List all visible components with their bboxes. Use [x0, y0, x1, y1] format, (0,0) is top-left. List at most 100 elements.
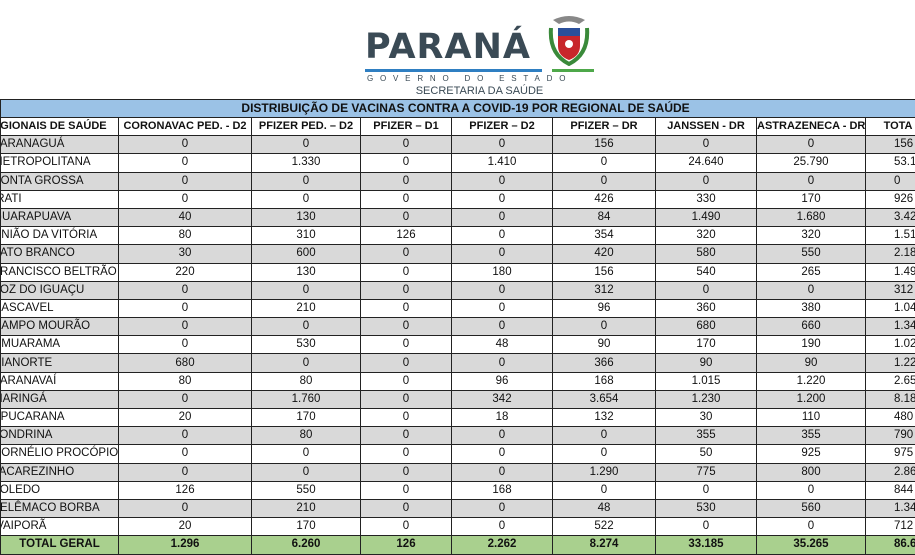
cell-value: 320: [655, 226, 757, 246]
cell-value: 380: [756, 298, 866, 319]
cell-value: 355: [756, 426, 866, 446]
table-row: FOZ DO IGUAÇU 0 0 0 0 312 0 0 312: [0, 280, 915, 300]
cell-value: 50: [655, 444, 757, 464]
cell-value: 80: [251, 426, 361, 446]
cell-value: 40: [118, 207, 252, 228]
region-name: IRATI: [0, 189, 119, 209]
cell-value: 1.760: [251, 389, 361, 410]
cell-value: 355: [655, 426, 757, 446]
row-total: 312: [864, 280, 915, 300]
table-row: LONDRINA080000355355790: [0, 426, 915, 446]
cell-value: 580: [655, 244, 757, 264]
cell-value: 0: [360, 335, 452, 355]
cell-value: 0: [451, 207, 553, 228]
cell-value: 0: [360, 298, 452, 319]
row-total: 480: [864, 407, 915, 428]
cell-value: 80: [118, 226, 252, 246]
cell-value: 210: [251, 298, 361, 319]
cell-value: 0: [360, 462, 452, 482]
cell-value: 0: [118, 462, 252, 482]
cell-value: 366: [552, 353, 656, 373]
row-total: 1.51: [864, 226, 915, 246]
cell-value: 0: [451, 226, 553, 246]
cell-value: 96: [552, 298, 656, 319]
cell-value: 550: [756, 244, 866, 264]
table-row: CIANORTE68000036690901.22: [0, 353, 915, 373]
column-header: PFIZER PED. – D2: [251, 116, 361, 137]
cell-value: 0: [360, 389, 452, 410]
cell-value: 0: [451, 298, 553, 319]
cell-value: 0: [451, 189, 553, 209]
cell-value: 80: [118, 371, 252, 391]
region-name: CIANORTE: [0, 353, 119, 373]
cell-value: 1.290: [552, 462, 656, 482]
cell-value: 2.262: [451, 535, 553, 555]
table-row: UMUARAMA0530048901701901.02: [0, 335, 915, 355]
row-total: 0: [864, 171, 915, 191]
cell-value: 0: [118, 335, 252, 355]
coat-of-arms-icon: [548, 16, 590, 66]
cell-value: 18: [451, 407, 553, 428]
cell-value: 30: [655, 407, 757, 428]
cell-value: 210: [251, 498, 361, 519]
column-header: REGIONAIS DE SAÚDE: [0, 116, 119, 137]
region-name: UNIÃO DA VITÓRIA: [0, 226, 119, 246]
table-row: PARANAGUÁ000015600156: [0, 135, 915, 155]
vaccine-distribution-table: DISTRIBUIÇÃO DE VACINAS CONTRA A COVID-1…: [0, 99, 915, 555]
cell-value: 0: [118, 280, 252, 300]
cell-value: 25.790: [756, 153, 866, 173]
cell-value: 0: [360, 444, 452, 464]
cell-value: 180: [451, 262, 553, 282]
cell-value: 0: [756, 171, 866, 191]
row-total: 926: [864, 189, 915, 209]
cell-value: 0: [552, 480, 656, 500]
cell-value: 170: [655, 335, 757, 355]
cell-value: 0: [118, 135, 252, 155]
cell-value: 0: [451, 244, 553, 264]
cell-value: 0: [118, 389, 252, 410]
cell-value: 0: [118, 444, 252, 464]
cell-value: 33.185: [655, 535, 757, 555]
table-row: CAMPO MOURÃO 0 0 0 0 0 680 660 1.34: [0, 317, 915, 337]
cell-value: 354: [552, 226, 656, 246]
cell-value: 0: [360, 171, 452, 191]
cell-value: 0: [451, 135, 553, 155]
column-header: ASTRAZENECA - DR: [756, 116, 866, 137]
table-title-row: DISTRIBUIÇÃO DE VACINAS CONTRA A COVID-1…: [0, 99, 915, 118]
cell-value: 0: [118, 298, 252, 319]
cell-value: 925: [756, 444, 866, 464]
logo-blue-bar: [365, 69, 542, 72]
parana-logo: PARANÁ GOVERNO DO ESTADO SECRETARIA DA S…: [365, 14, 595, 98]
region-name: PARANAVAÍ: [0, 371, 119, 391]
cell-value: 0: [552, 426, 656, 446]
cell-value: 0: [451, 498, 553, 519]
cell-value: 80: [251, 371, 361, 391]
cell-value: 0: [451, 171, 553, 191]
cell-value: 0: [360, 207, 452, 228]
row-total: 844: [864, 480, 915, 500]
cell-value: 110: [756, 407, 866, 428]
logo-department: SECRETARIA DA SAÚDE: [415, 85, 544, 97]
cell-value: 1.015: [655, 371, 757, 391]
row-total: 53.17: [864, 153, 915, 173]
cell-value: 168: [552, 371, 656, 391]
cell-value: 530: [251, 335, 361, 355]
region-name: CORNÉLIO PROCÓPIO: [0, 444, 119, 464]
cell-value: 90: [655, 353, 757, 373]
logo-subtitle: GOVERNO DO ESTADO: [367, 74, 573, 83]
cell-value: 0: [451, 444, 553, 464]
cell-value: 426: [552, 189, 656, 209]
cell-value: 48: [451, 335, 553, 355]
column-header: JANSSEN - DR: [655, 116, 757, 137]
cell-value: 0: [251, 135, 361, 155]
cell-value: 0: [118, 171, 252, 191]
cell-value: 420: [552, 244, 656, 264]
cell-value: 0: [118, 189, 252, 209]
table-row: CORNÉLIO PROCÓPIO 0 0 0 0 0 50 925 975: [0, 444, 915, 464]
cell-value: 312: [552, 280, 656, 300]
cell-value: 0: [360, 317, 452, 337]
row-total: 3.42: [864, 207, 915, 228]
logo-brand: PARANÁ: [365, 27, 531, 67]
cell-value: 530: [655, 498, 757, 519]
